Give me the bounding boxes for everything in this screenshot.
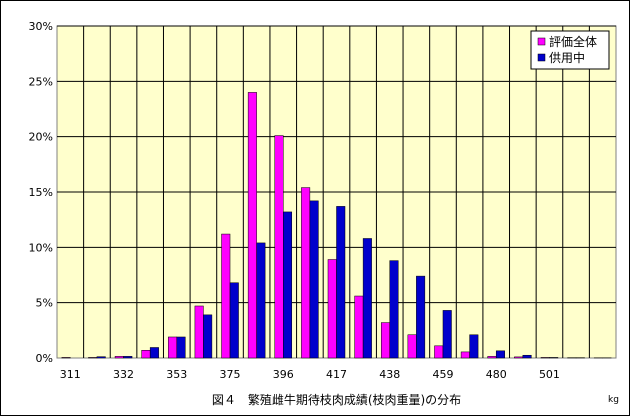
bar-series1 <box>194 305 204 359</box>
bar-series1 <box>168 336 178 359</box>
bar-series2 <box>362 238 372 359</box>
x-tick-label: 417 <box>326 368 347 381</box>
bar-series1 <box>88 357 98 359</box>
bar-series2 <box>549 357 559 359</box>
bar-series2 <box>309 200 319 359</box>
bar-series2 <box>442 310 452 359</box>
bar-series1 <box>247 92 257 359</box>
bar-series2 <box>416 275 426 359</box>
x-axis-ticks: 311 332 353 375 396 417 438 459 480 501 <box>60 368 560 381</box>
x-tick-label: 459 <box>432 368 453 381</box>
x-axis-unit: kg <box>608 395 619 405</box>
bar-series1 <box>407 334 417 359</box>
bar-series2 <box>283 211 293 359</box>
legend-swatch <box>537 37 546 46</box>
bar-series1 <box>380 322 390 359</box>
bar-series1 <box>221 233 231 359</box>
bar-series1 <box>327 259 337 359</box>
bar-series1 <box>114 356 124 359</box>
bar-series1 <box>61 357 71 359</box>
bar-series2 <box>256 242 266 359</box>
bar-series2 <box>149 347 159 359</box>
y-tick-label: 20% <box>29 131 53 144</box>
bar-series2 <box>469 334 479 359</box>
bar-series2 <box>495 350 505 359</box>
bar-series2 <box>522 354 532 359</box>
bar-series1 <box>514 356 524 359</box>
y-tick-label: 5% <box>36 297 53 310</box>
bars <box>61 92 612 359</box>
bar-series1 <box>354 295 364 359</box>
bar-series2 <box>389 260 399 359</box>
x-tick-label: 375 <box>220 368 241 381</box>
x-tick-label: 501 <box>539 368 560 381</box>
x-tick-label: 438 <box>379 368 400 381</box>
legend-label: 供用中 <box>549 50 585 65</box>
bar-series2 <box>176 336 186 359</box>
legend-swatch <box>537 53 546 62</box>
bar-series1 <box>301 187 311 359</box>
y-tick-label: 25% <box>29 75 53 88</box>
bar-series2 <box>203 314 213 359</box>
y-tick-label: 0% <box>36 352 53 365</box>
x-tick-label: 332 <box>113 368 134 381</box>
y-tick-label: 30% <box>29 20 53 33</box>
chart-title: 図４ 繁殖雌牛期待枝肉成績(枝肉重量)の分布 <box>212 392 461 407</box>
bar-series2 <box>229 282 239 359</box>
bar-series1 <box>141 350 151 359</box>
y-axis-ticks: 0% 5% 10% 15% 20% 25% 30% <box>29 20 53 365</box>
bar-series1 <box>434 345 444 359</box>
bar-series1 <box>274 135 284 359</box>
x-tick-label: 480 <box>486 368 507 381</box>
bar-series1 <box>540 357 550 359</box>
y-tick-label: 10% <box>29 241 53 254</box>
x-tick-label: 396 <box>273 368 294 381</box>
bar-series2 <box>123 356 133 359</box>
bar-series2 <box>336 206 346 359</box>
legend-box <box>530 30 610 70</box>
y-tick-label: 15% <box>29 186 53 199</box>
x-tick-label: 311 <box>60 368 81 381</box>
bar-series1 <box>460 351 470 359</box>
bar-series1 <box>487 356 497 359</box>
bar-series2 <box>96 356 106 359</box>
legend-label: 評価全体 <box>549 34 597 49</box>
x-tick-label: 353 <box>166 368 187 381</box>
